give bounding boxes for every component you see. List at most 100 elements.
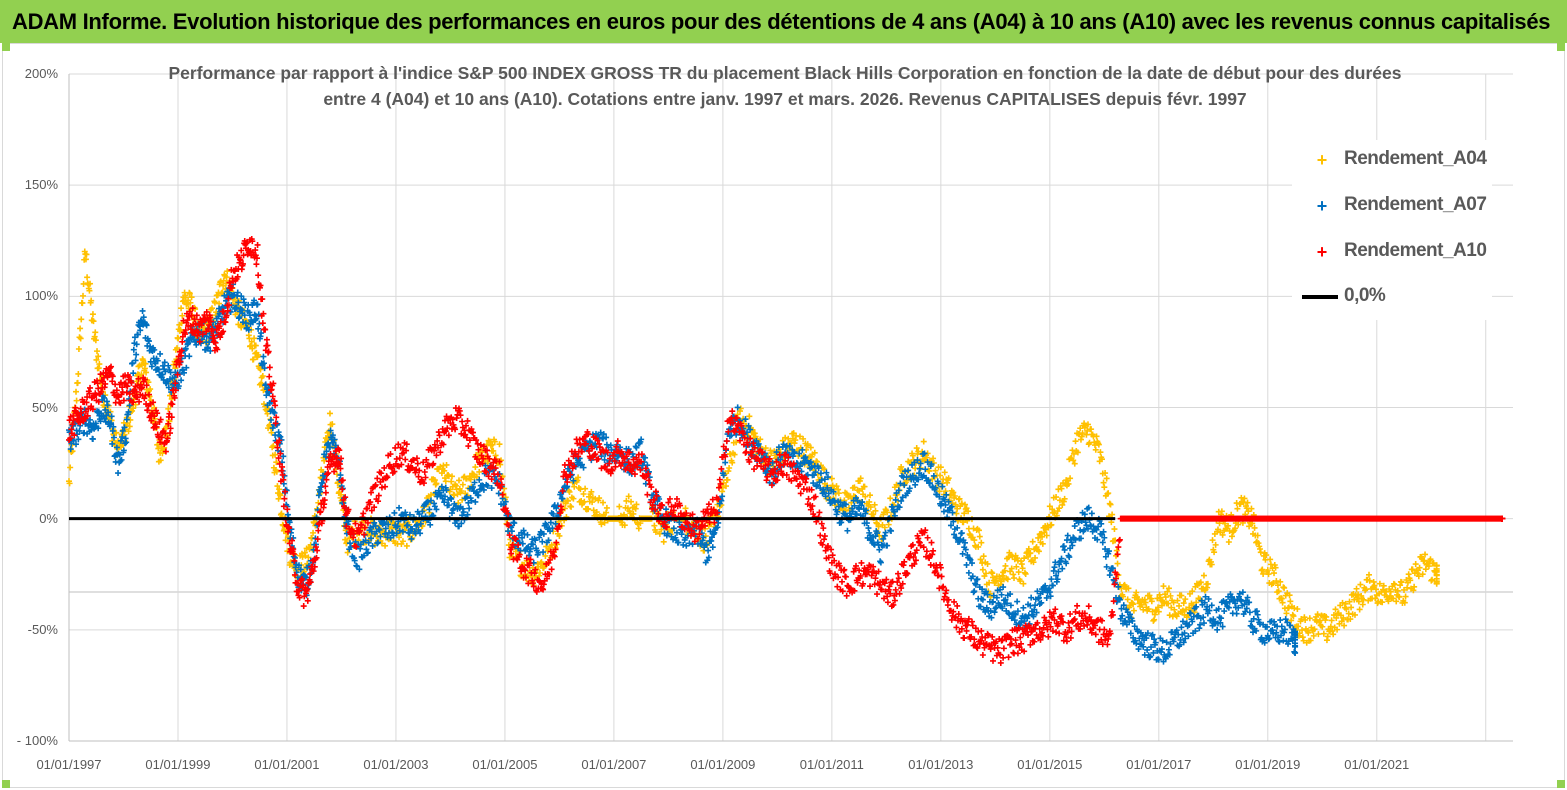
data-point-rendement_a07	[133, 341, 140, 348]
data-point-rendement_a10	[783, 471, 790, 478]
data-point-rendement_a10	[831, 557, 838, 564]
data-point-rendement_a10	[505, 522, 512, 529]
data-point-rendement_a10	[522, 574, 529, 581]
data-point-rendement_a07	[1034, 588, 1041, 595]
data-point-rendement_a07	[1122, 618, 1129, 625]
data-point-rendement_a10	[965, 615, 972, 622]
data-point-rendement_a07	[1134, 628, 1141, 635]
data-point-rendement_a07	[825, 490, 832, 497]
data-point-rendement_a10	[289, 537, 296, 544]
data-point-rendement_a07	[1149, 631, 1156, 638]
data-point-rendement_a10	[737, 437, 744, 444]
data-point-rendement_a04	[187, 299, 194, 306]
data-point-rendement_a07	[1200, 614, 1207, 621]
data-point-rendement_a10	[115, 394, 122, 401]
data-point-rendement_a04	[1307, 637, 1314, 644]
data-point-rendement_a07	[369, 542, 376, 549]
data-point-rendement_a10	[733, 425, 740, 432]
data-point-rendement_a10	[304, 597, 311, 604]
data-point-rendement_a04	[94, 348, 101, 355]
data-point-rendement_a07	[261, 365, 268, 372]
data-point-rendement_a07	[859, 499, 866, 506]
data-point-rendement_a04	[1422, 551, 1429, 558]
data-point-rendement_a10	[896, 590, 903, 597]
data-point-rendement_a07	[1105, 548, 1112, 555]
data-point-rendement_a10	[488, 476, 495, 483]
data-point-rendement_a10	[969, 622, 976, 629]
frame-corner-bottom-right	[1557, 780, 1565, 788]
data-point-rendement_a10	[135, 375, 142, 382]
data-point-rendement_a07	[81, 429, 88, 436]
data-point-rendement_a04	[961, 510, 968, 517]
data-point-rendement_a10	[210, 332, 217, 339]
data-point-rendement_a07	[361, 552, 368, 559]
data-point-rendement_a04	[986, 579, 993, 586]
data-point-rendement_a07	[902, 468, 909, 475]
data-point-rendement_a10	[884, 599, 891, 606]
data-point-rendement_a10	[322, 483, 329, 490]
data-point-rendement_a04	[73, 388, 80, 395]
data-point-rendement_a10	[796, 481, 803, 488]
data-point-rendement_a10	[540, 586, 547, 593]
data-point-rendement_a07	[969, 573, 976, 580]
data-point-rendement_a07	[1261, 639, 1268, 646]
data-point-rendement_a10	[342, 494, 349, 501]
data-point-rendement_a07	[319, 480, 326, 487]
data-point-rendement_a07	[720, 472, 727, 479]
data-point-rendement_a10	[594, 437, 601, 444]
data-point-rendement_a04	[1107, 501, 1114, 508]
data-point-rendement_a10	[546, 571, 553, 578]
data-point-rendement_a10	[353, 543, 360, 550]
data-point-rendement_a07	[117, 437, 124, 444]
data-point-rendement_a10	[709, 496, 716, 503]
data-point-rendement_a04	[937, 472, 944, 479]
data-point-rendement_a04	[570, 495, 577, 502]
data-point-rendement_a10	[990, 657, 997, 664]
data-point-rendement_a10	[670, 507, 677, 514]
data-point-rendement_a10	[663, 511, 670, 518]
data-point-rendement_a07	[413, 521, 420, 528]
data-point-rendement_a07	[1282, 616, 1289, 623]
data-point-rendement_a07	[851, 502, 858, 509]
data-point-rendement_a07	[303, 574, 310, 581]
data-point-rendement_a07	[337, 472, 344, 479]
data-point-rendement_a07	[1180, 639, 1187, 646]
data-point-rendement_a07	[1292, 650, 1299, 657]
data-point-rendement_a04	[1338, 618, 1345, 625]
data-point-rendement_a10	[434, 444, 441, 451]
data-point-rendement_a10	[782, 457, 789, 464]
data-point-rendement_a10	[176, 361, 183, 368]
data-point-rendement_a10	[659, 502, 666, 509]
data-point-rendement_a07	[961, 539, 968, 546]
data-point-rendement_a07	[433, 506, 440, 513]
data-point-rendement_a10	[249, 238, 256, 245]
data-point-rendement_a10	[797, 490, 804, 497]
data-point-rendement_a07	[75, 436, 82, 443]
data-point-rendement_a10	[323, 476, 330, 483]
data-point-rendement_a10	[494, 471, 501, 478]
data-point-rendement_a10	[416, 467, 423, 474]
data-point-rendement_a10	[982, 634, 989, 641]
data-point-rendement_a10	[392, 444, 399, 451]
data-point-rendement_a10	[423, 456, 430, 463]
data-point-rendement_a10	[443, 413, 450, 420]
data-point-rendement_a07	[1292, 634, 1299, 641]
data-point-rendement_a07	[705, 547, 712, 554]
data-point-rendement_a04	[951, 492, 958, 499]
data-point-rendement_a07	[532, 537, 539, 544]
data-point-rendement_a04	[625, 493, 632, 500]
data-point-rendement_a04	[1160, 583, 1167, 590]
data-point-rendement_a07	[393, 530, 400, 537]
data-point-rendement_a07	[396, 527, 403, 534]
data-point-rendement_a04	[954, 505, 961, 512]
data-point-rendement_a04	[250, 356, 257, 363]
data-point-rendement_a04	[1022, 570, 1029, 577]
data-point-rendement_a10	[168, 414, 175, 421]
data-point-rendement_a04	[1270, 579, 1277, 586]
data-point-rendement_a07	[448, 495, 455, 502]
data-point-rendement_a10	[1000, 654, 1007, 661]
data-point-rendement_a10	[530, 583, 537, 590]
data-point-rendement_a10	[642, 465, 649, 472]
data-point-rendement_a07	[1250, 629, 1256, 636]
data-point-rendement_a07	[160, 376, 167, 383]
